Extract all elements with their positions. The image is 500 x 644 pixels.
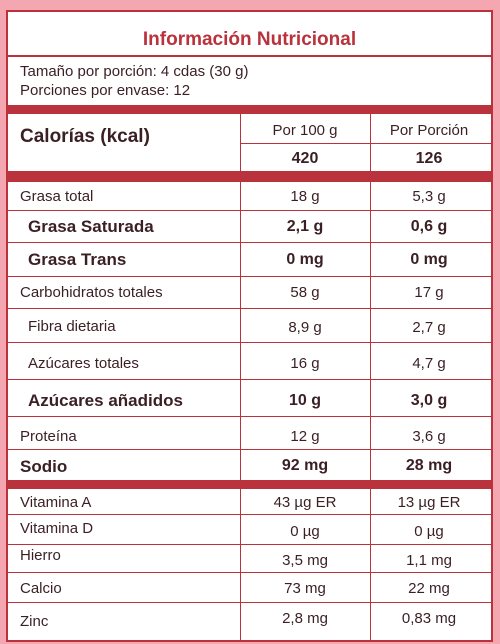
- column-divider: [370, 489, 371, 640]
- vitamin-perserving: 13 µg ER: [397, 494, 461, 511]
- nutrient-label: Grasa total: [20, 188, 94, 205]
- vitamin-label: Vitamina A: [20, 494, 92, 511]
- nutrient-perserving: 28 mg: [405, 457, 453, 474]
- row-divider: [8, 602, 491, 603]
- vitamin-perserving: 0,83 mg: [401, 610, 457, 627]
- nutrition-panel: Información Nutricional Tamaño por porci…: [6, 10, 493, 642]
- vitamin-per100: 0 µg: [290, 523, 320, 540]
- nutrient-per100: 10 g: [288, 392, 321, 409]
- panel-title: Información Nutricional: [142, 29, 357, 50]
- thick-divider-top: [8, 105, 491, 114]
- nutrient-perserving: 4,7 g: [412, 355, 446, 372]
- column-divider: [240, 114, 241, 171]
- vitamin-perserving: 1,1 mg: [406, 552, 452, 569]
- vitamin-per100: 3,5 mg: [282, 552, 328, 569]
- row-divider: [8, 544, 491, 545]
- nutrient-per100: 18 g: [290, 188, 320, 205]
- row-divider: [8, 308, 491, 309]
- nutrient-label: Proteína: [20, 428, 77, 445]
- nutrient-label: Azúcares añadidos: [28, 391, 183, 410]
- nutrient-per100: 12 g: [290, 428, 320, 445]
- vitamin-perserving: 0 µg: [414, 523, 444, 540]
- column-divider: [370, 114, 371, 171]
- nutrient-per100: 0 mg: [286, 251, 324, 268]
- row-divider: [8, 276, 491, 277]
- vitamin-label: Calcio: [20, 580, 62, 597]
- nutrient-label: Sodio: [20, 457, 68, 476]
- row-divider: [8, 514, 491, 515]
- col1-header: Por 100 g: [272, 122, 338, 139]
- nutrient-perserving: 5,3 g: [412, 188, 446, 205]
- nutrient-perserving: 2,7 g: [412, 319, 446, 336]
- col1-calories: 420: [291, 150, 319, 167]
- nutrient-per100: 58 g: [290, 284, 320, 301]
- col2-calories: 126: [415, 150, 443, 167]
- vitamin-per100: 43 µg ER: [273, 494, 337, 511]
- vitamin-perserving: 22 mg: [408, 580, 450, 597]
- vitamin-per100: 73 mg: [284, 580, 326, 597]
- row-divider: [8, 210, 491, 211]
- nutrient-perserving: 3,6 g: [412, 428, 446, 445]
- vitamin-label: Vitamina D: [20, 520, 94, 537]
- nutrient-label: Azúcares totales: [28, 355, 139, 372]
- row-divider: [8, 242, 491, 243]
- nutrient-label: Grasa Trans: [28, 250, 127, 269]
- calories-label: Calorías (kcal): [20, 126, 150, 147]
- nutrient-perserving: 17 g: [414, 284, 444, 301]
- serving-size: Tamaño por porción: 4 cdas (30 g): [20, 63, 249, 80]
- nutrient-perserving: 0 mg: [410, 251, 448, 268]
- column-divider: [240, 182, 241, 480]
- row-divider: [8, 572, 491, 573]
- row-divider: [8, 449, 491, 450]
- nutrient-per100: 92 mg: [281, 457, 329, 474]
- column-divider: [370, 182, 371, 480]
- header-subdivider: [240, 143, 491, 144]
- row-divider: [8, 416, 491, 417]
- column-divider: [240, 489, 241, 640]
- nutrient-per100: 16 g: [290, 355, 320, 372]
- nutrient-per100: 2,1 g: [286, 218, 324, 235]
- nutrient-perserving: 0,6 g: [410, 218, 448, 235]
- thick-divider-header: [8, 171, 491, 182]
- nutrient-perserving: 3,0 g: [410, 392, 448, 409]
- row-divider: [8, 342, 491, 343]
- row-divider: [8, 379, 491, 380]
- nutrient-label: Grasa Saturada: [28, 217, 154, 236]
- title-divider: [8, 55, 491, 57]
- servings-per-container: Porciones por envase: 12: [20, 82, 191, 99]
- col2-header: Por Porción: [389, 122, 469, 139]
- vitamin-label: Zinc: [20, 613, 49, 630]
- nutrient-per100: 8,9 g: [288, 319, 322, 336]
- vitamin-per100: 2,8 mg: [282, 610, 328, 627]
- nutrient-label: Fibra dietaria: [28, 318, 116, 335]
- thick-divider-vitamins: [8, 480, 491, 489]
- vitamin-label: Hierro: [20, 547, 61, 564]
- nutrient-label: Carbohidratos totales: [20, 284, 163, 301]
